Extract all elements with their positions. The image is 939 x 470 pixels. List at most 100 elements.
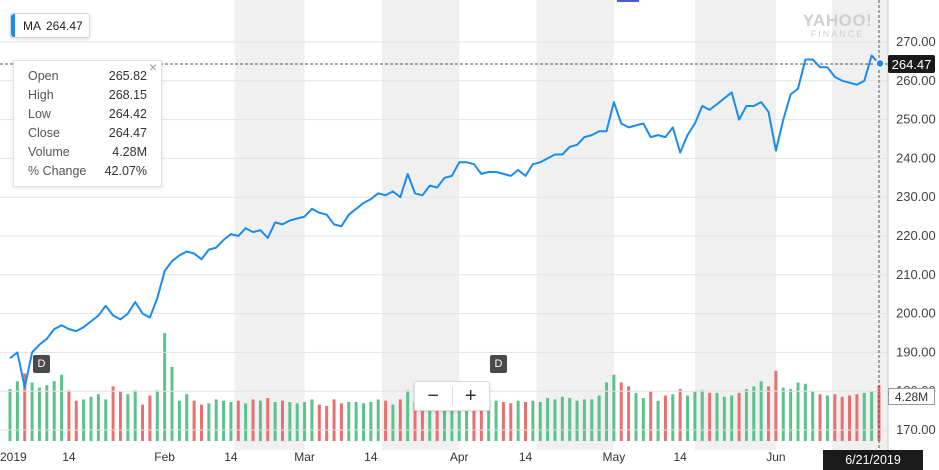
- volume-bar: [494, 400, 498, 441]
- close-icon[interactable]: ×: [148, 59, 157, 75]
- volume-bar: [325, 405, 329, 441]
- tooltip-label: Close: [28, 126, 60, 140]
- ticker-symbol: MA: [23, 18, 41, 33]
- volume-bar: [280, 400, 284, 441]
- price-series: [9, 54, 885, 389]
- dividend-marker[interactable]: D: [490, 355, 507, 373]
- x-tick-label: May: [603, 450, 626, 464]
- current-price-flag: 264.47: [888, 55, 935, 73]
- tooltip-row-change: % Change 42.07%: [28, 162, 147, 180]
- y-tick-label: 170.00: [896, 422, 936, 437]
- volume-bar: [126, 394, 130, 441]
- tooltip-value: 264.47: [108, 126, 147, 140]
- volume-bar: [443, 399, 446, 441]
- volume-bar: [516, 400, 520, 441]
- tooltip-row-close: Close 264.47: [28, 124, 147, 142]
- tooltip-value: 4.28M: [112, 145, 147, 159]
- volume-bar: [855, 394, 859, 441]
- volume-bar: [82, 399, 86, 441]
- series-color-swatch: [11, 14, 15, 37]
- volume-bar: [428, 400, 432, 441]
- x-tick-label: Jun: [766, 450, 785, 464]
- volume-bar: [781, 387, 785, 441]
- tooltip-label: % Change: [28, 164, 87, 178]
- dividend-marker[interactable]: D: [33, 355, 50, 373]
- volume-bar: [413, 402, 417, 441]
- volume-bar: [825, 395, 829, 441]
- y-tick-label: 260.00: [896, 73, 936, 88]
- volume-bar: [222, 400, 226, 441]
- volume-bar: [686, 395, 690, 441]
- price-line: [9, 54, 880, 389]
- volume-bar: [229, 402, 233, 441]
- volume-bar: [303, 402, 307, 441]
- volume-bar: [774, 370, 778, 441]
- volume-bar: [354, 402, 358, 441]
- tooltip-value: 268.15: [108, 88, 147, 102]
- x-tick-label: Feb: [154, 450, 175, 464]
- volume-bar: [384, 400, 388, 441]
- volume-bar: [862, 392, 866, 441]
- volume-bar: [590, 399, 594, 441]
- volume-bar: [671, 394, 675, 441]
- zoom-out-button[interactable]: −: [427, 384, 440, 407]
- volume-bar: [870, 391, 874, 441]
- volume-bar: [619, 382, 623, 441]
- volume-bar: [612, 374, 616, 441]
- volume-bar: [840, 396, 844, 441]
- ohlc-tooltip: × Open 265.82 High 268.15 Low 264.42 Clo…: [13, 59, 162, 187]
- volume-bar: [737, 392, 741, 441]
- ticker-last-price: 264.47: [46, 18, 83, 33]
- volume-bar: [700, 390, 704, 441]
- volume-bar: [104, 399, 108, 441]
- volume-bars: [8, 333, 881, 441]
- volume-bar: [546, 398, 550, 441]
- volume-bar: [759, 381, 763, 441]
- volume-bar: [641, 398, 645, 441]
- volume-bar: [435, 402, 439, 441]
- watermark-line2: FINANCE: [810, 29, 865, 39]
- volume-bar: [531, 400, 535, 441]
- volume-bar: [656, 400, 660, 441]
- month-band: [234, 0, 305, 450]
- volume-bar: [450, 400, 454, 441]
- volume-bar: [722, 396, 726, 441]
- volume-bar: [251, 399, 255, 441]
- tooltip-label: Volume: [28, 145, 70, 159]
- volume-bar: [37, 387, 41, 441]
- volume-bar: [376, 399, 380, 441]
- volume-bar: [266, 398, 270, 441]
- volume-bar: [627, 386, 631, 441]
- volume-bar: [295, 403, 299, 441]
- volume-bar: [803, 383, 807, 441]
- ticker-legend[interactable]: MA 264.47: [10, 13, 90, 38]
- y-tick-label: 190.00: [896, 344, 936, 359]
- volume-bar: [111, 386, 115, 441]
- volume-bar: [199, 404, 203, 441]
- volume-bar: [796, 382, 800, 441]
- volume-bar: [752, 386, 756, 441]
- volume-bar: [744, 389, 748, 441]
- volume-bar: [361, 403, 365, 441]
- x-tick-label: 14: [519, 450, 533, 464]
- crosshair-date-flag: 6/21/2019: [823, 450, 923, 470]
- volume-bar: [207, 403, 211, 441]
- y-tick-label: 250.00: [896, 112, 936, 127]
- volume-bar: [52, 381, 56, 441]
- volume-bar: [236, 400, 240, 441]
- month-band: [694, 0, 776, 450]
- volume-bar: [833, 394, 837, 441]
- zoom-in-button[interactable]: +: [464, 384, 477, 407]
- x-tick-label: 14: [364, 450, 378, 464]
- volume-bar: [767, 386, 771, 441]
- volume-bar: [244, 403, 248, 441]
- volume-bar: [457, 402, 461, 441]
- tooltip-value: 264.42: [108, 107, 147, 121]
- volume-bar: [96, 394, 100, 441]
- y-tick-label: 240.00: [896, 150, 936, 165]
- month-band: [381, 0, 460, 450]
- volume-bar: [811, 391, 815, 441]
- volume-bar: [89, 396, 93, 441]
- x-tick-label: 14: [62, 450, 76, 464]
